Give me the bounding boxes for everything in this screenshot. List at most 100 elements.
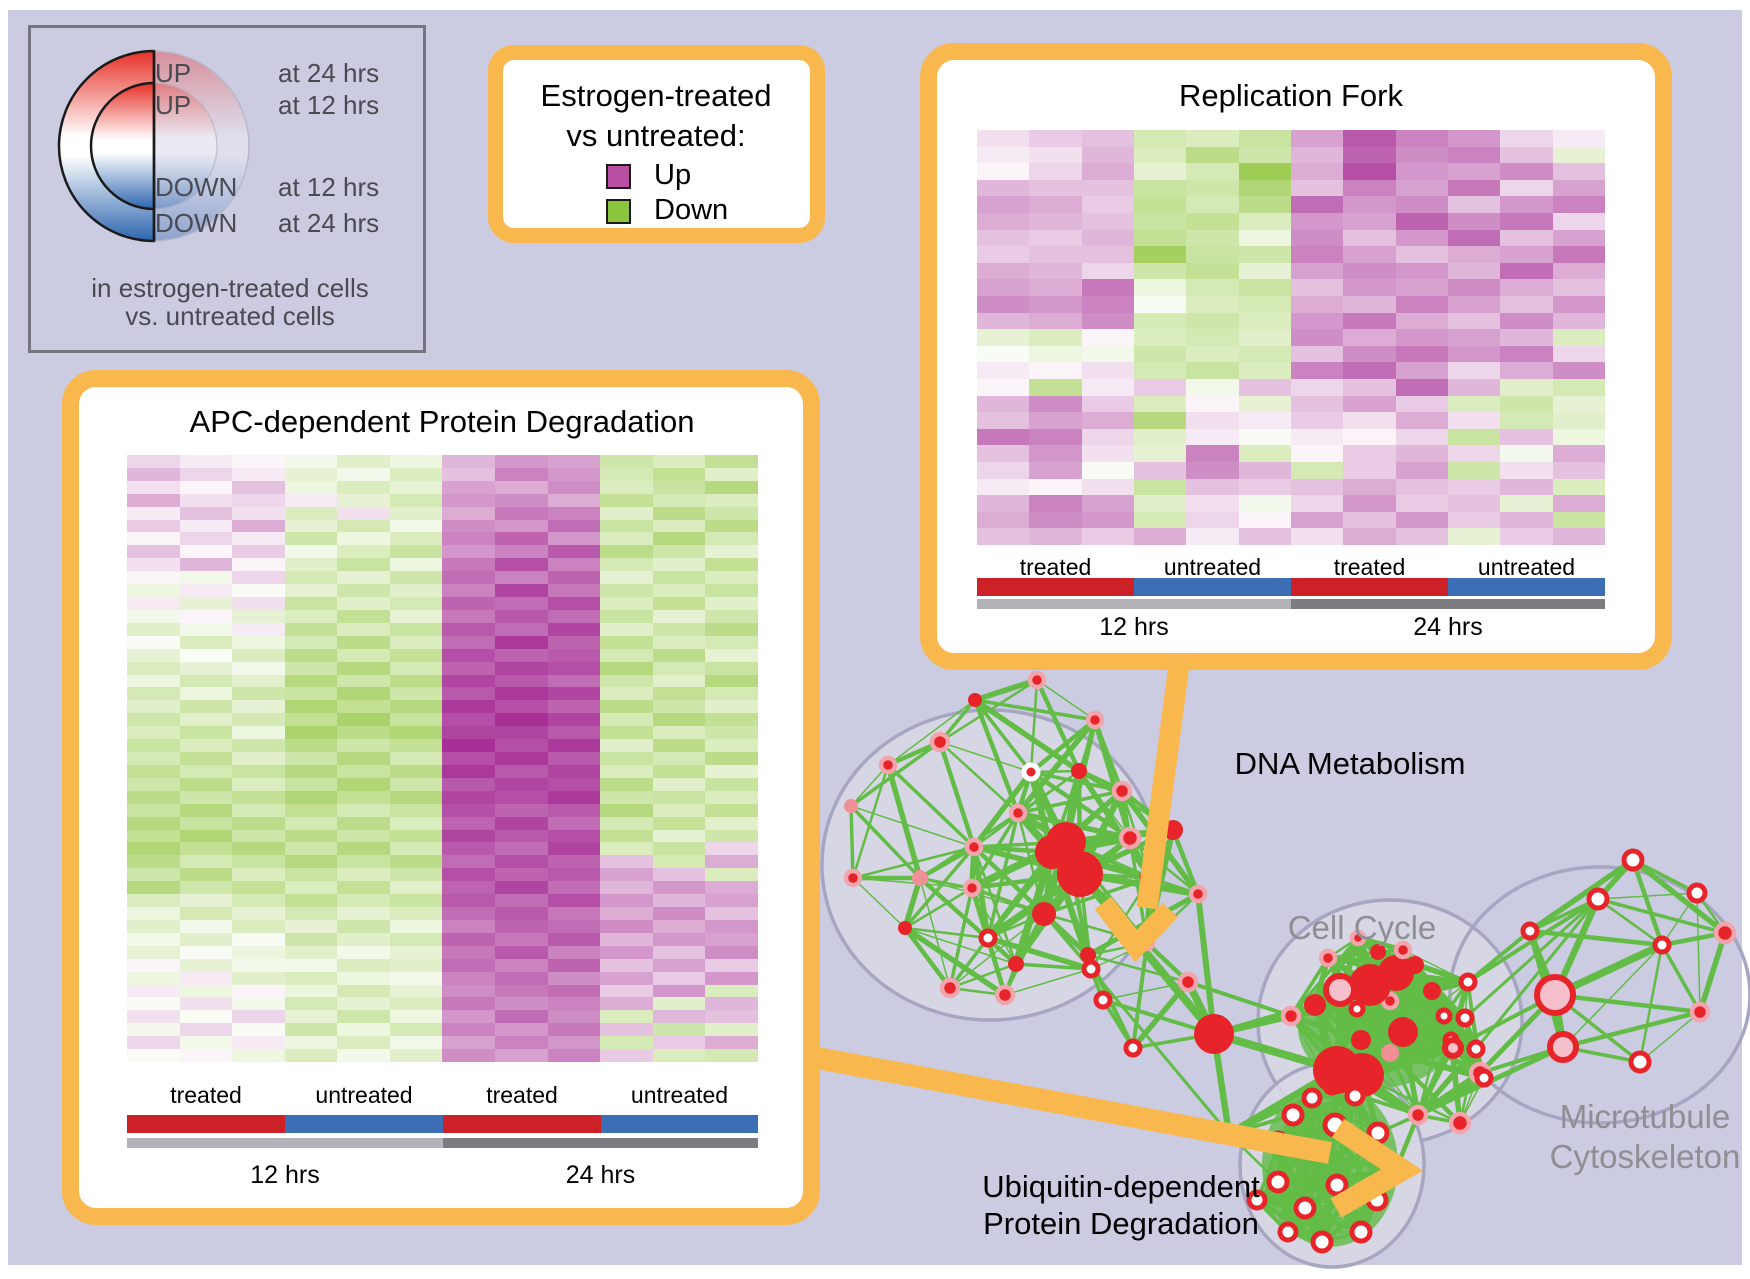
- heatmap-cell: [495, 842, 548, 856]
- heatmap-cell: [442, 584, 496, 598]
- heatmap-cell: [1238, 445, 1291, 462]
- heatmap-cell: [179, 842, 233, 856]
- heatmap-cell: [1447, 179, 1501, 197]
- heatmap-cell: [442, 1049, 496, 1062]
- heatmap-cell: [1238, 213, 1291, 230]
- column-group-label-treated: treated: [1333, 554, 1406, 580]
- heatmap-cell: [1395, 445, 1448, 462]
- heatmap-cell: [1081, 246, 1134, 263]
- heatmap-cell: [652, 971, 706, 985]
- updown-legend-title-line1: Estrogen-treated: [540, 78, 772, 113]
- heatmap-cell: [1343, 478, 1396, 496]
- heatmap-cell: [284, 597, 338, 610]
- heatmap-cell: [1500, 362, 1553, 379]
- group-color-bar-treated: [977, 578, 1134, 596]
- heatmap-cell: [1447, 130, 1501, 147]
- heatmap-cell: [600, 726, 653, 740]
- heatmap-cell: [389, 661, 443, 675]
- cluster-label-text: Cell Cycle: [1287, 909, 1437, 946]
- overlap-dir-label: DOWN: [155, 172, 238, 202]
- heatmap-cell: [977, 279, 1030, 296]
- heatmap-cell: [977, 395, 1030, 413]
- heatmap-cell: [652, 945, 706, 959]
- heatmap-cell: [1500, 462, 1553, 479]
- heatmap-cell: [705, 597, 758, 610]
- heatmap-cell: [1552, 412, 1605, 429]
- heatmap-cell: [179, 467, 233, 481]
- heatmap-cell: [977, 462, 1030, 479]
- heatmap-cell: [284, 1036, 338, 1050]
- heatmap-cell: [389, 713, 443, 727]
- heatmap-cell: [1186, 312, 1239, 330]
- column-group-label-untreated: untreated: [630, 1082, 729, 1108]
- heatmap-cell: [1186, 345, 1239, 363]
- heatmap-cell: [1343, 379, 1396, 396]
- heatmap-cell: [179, 584, 233, 598]
- heatmap-cell: [495, 752, 548, 765]
- heatmap-cell: [337, 803, 390, 817]
- cluster-label-text: Cytoskeleton: [1549, 1138, 1741, 1175]
- heatmap-cell: [1395, 495, 1448, 512]
- heatmap-cell: [1395, 130, 1448, 147]
- heatmap-cell: [495, 1049, 548, 1062]
- heatmap-cell: [977, 296, 1030, 313]
- updown-legend-box: Estrogen-treated vs untreated: Up Down: [488, 45, 825, 243]
- heatmap-cell: [600, 674, 653, 688]
- heatmap-cell: [389, 506, 443, 520]
- heatmap-cell: [442, 493, 496, 507]
- heatmap-cell: [977, 262, 1030, 280]
- heatmap-cell: [652, 622, 706, 636]
- heatmap-cell: [284, 622, 338, 636]
- heatmap-cell: [1081, 329, 1134, 346]
- heatmap-cell: [1238, 329, 1291, 346]
- heatmap-cell: [127, 997, 180, 1011]
- heatmap-cell: [1447, 445, 1501, 462]
- heatmap-cell: [547, 455, 601, 468]
- heatmap-cell: [1395, 279, 1448, 296]
- heatmap-cell: [1238, 246, 1291, 263]
- heatmap-cell: [1081, 445, 1134, 462]
- heatmap-cell: [442, 816, 496, 830]
- heatmap-cell: [179, 997, 233, 1011]
- heatmap-cell: [179, 829, 233, 843]
- heatmap-cell: [652, 752, 706, 765]
- heatmap-cell: [600, 790, 653, 804]
- heatmap-cell: [389, 597, 443, 610]
- heatmap-cell: [652, 467, 706, 481]
- heatmap-cell: [284, 984, 338, 998]
- heatmap-cell: [179, 907, 233, 920]
- heatmap-cell: [179, 894, 233, 908]
- heatmap-cell: [705, 687, 758, 701]
- heatmap-cell: [1186, 495, 1239, 512]
- heatmap-cell: [232, 997, 285, 1011]
- heatmap-cell: [232, 971, 285, 985]
- heatmap-cell: [389, 739, 443, 753]
- heatmap-cell: [284, 609, 338, 623]
- heatmap-cell: [1343, 179, 1396, 197]
- heatmap-cell: [1238, 478, 1291, 496]
- heatmap-cell: [495, 687, 548, 701]
- heatmap-cell: [1186, 279, 1239, 296]
- heatmap-cell: [127, 958, 180, 972]
- heatmap-cell: [232, 816, 285, 830]
- heatmap-cell: [1133, 345, 1187, 363]
- heatmap-cell: [600, 945, 653, 959]
- heatmap-cell: [1290, 130, 1344, 147]
- heatmap-cell: [179, 597, 233, 610]
- heatmap-cell: [495, 997, 548, 1011]
- heatmap-cell: [1395, 395, 1448, 413]
- heatmap-cell: [652, 790, 706, 804]
- heatmap-cell: [495, 506, 548, 520]
- heatmap-cell: [547, 971, 601, 985]
- heatmap-cell: [337, 674, 390, 688]
- heatmap-cell: [652, 493, 706, 507]
- heatmap-cell: [337, 855, 390, 869]
- heatmap-cell: [652, 855, 706, 869]
- heatmap-cell: [1186, 362, 1239, 379]
- heatmap-cell: [652, 519, 706, 533]
- heatmap-cell: [1238, 462, 1291, 479]
- heatmap-cell: [442, 545, 496, 559]
- heatmap-cell: [232, 855, 285, 869]
- heatmap-cell: [389, 997, 443, 1011]
- heatmap-cell: [547, 467, 601, 481]
